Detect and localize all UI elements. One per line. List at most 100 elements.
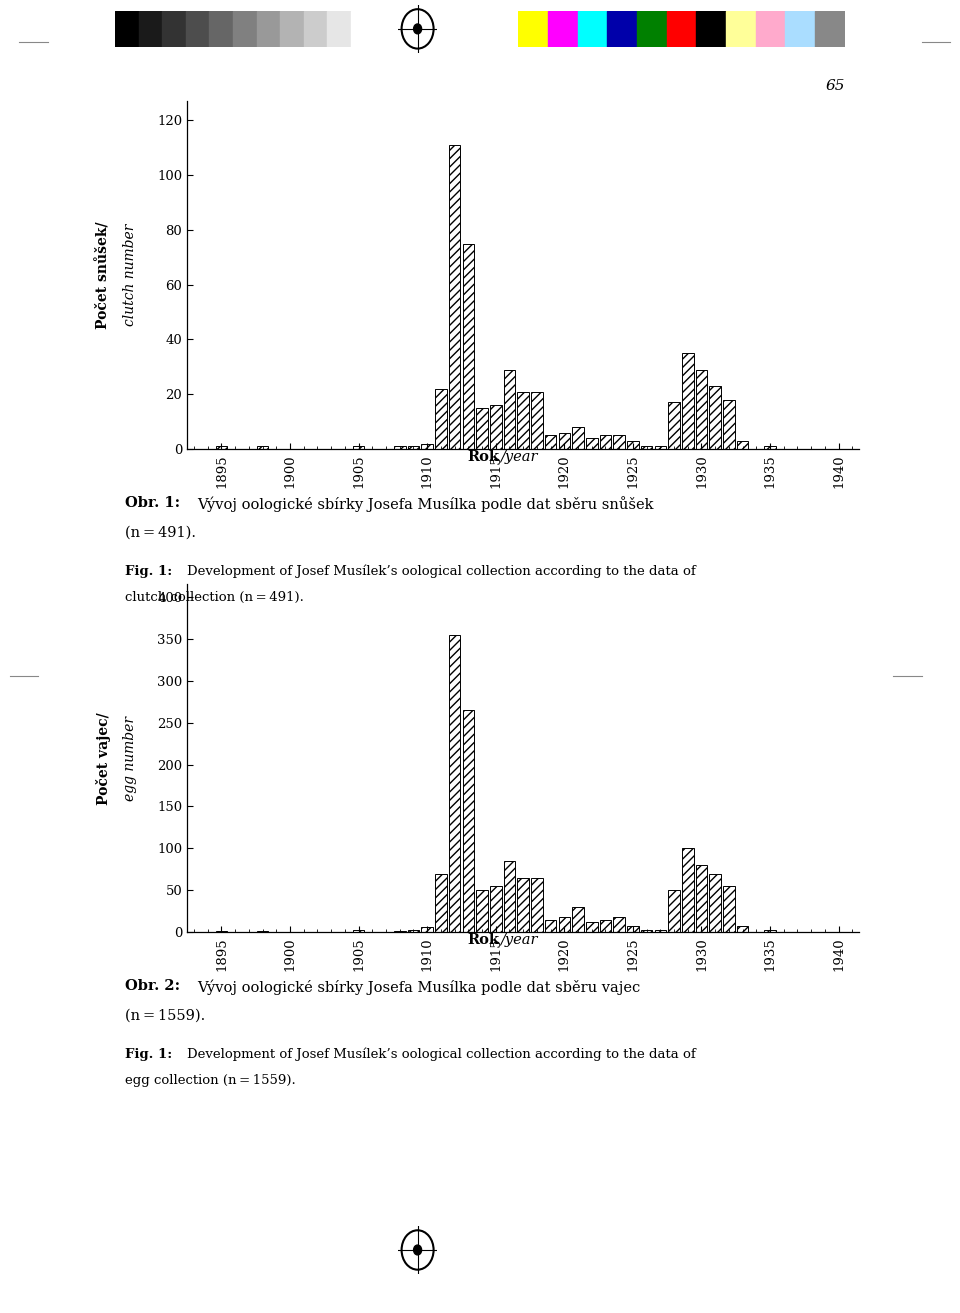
Bar (600, 919, 612, 932)
Bar (449, 634, 461, 932)
Text: egg collection (n = 1559).: egg collection (n = 1559). (125, 1074, 296, 1087)
Bar (655, 446, 666, 449)
Bar (723, 886, 734, 932)
Bar (627, 441, 638, 449)
Bar (408, 930, 420, 932)
Bar (545, 919, 557, 932)
Bar (186, 11, 209, 47)
Bar (696, 11, 726, 47)
Bar (655, 930, 666, 932)
Bar (785, 11, 815, 47)
Bar (463, 710, 474, 932)
Bar (162, 11, 186, 47)
Bar (531, 391, 542, 449)
Bar (613, 436, 625, 449)
Text: 65: 65 (826, 79, 845, 93)
Bar (463, 244, 474, 449)
Bar (613, 918, 625, 932)
Bar (408, 446, 420, 449)
Bar (256, 11, 280, 47)
Bar (641, 930, 653, 932)
Text: Počet snůšek/: Počet snůšek/ (96, 222, 110, 328)
Text: /year: /year (500, 450, 538, 463)
Bar (517, 877, 529, 932)
Circle shape (414, 24, 421, 34)
Bar (517, 391, 529, 449)
Bar (531, 877, 542, 932)
Bar (421, 444, 433, 449)
Text: (n = 491).: (n = 491). (125, 525, 196, 540)
Bar (449, 144, 461, 449)
Bar (696, 369, 708, 449)
Text: Obr. 1:: Obr. 1: (125, 496, 180, 511)
Bar (350, 11, 374, 47)
Text: clutch collection (n = 491).: clutch collection (n = 491). (125, 591, 303, 604)
Bar (737, 926, 749, 932)
Bar (233, 11, 256, 47)
Bar (815, 11, 845, 47)
Bar (209, 11, 233, 47)
Bar (394, 446, 406, 449)
Bar (608, 11, 637, 47)
Text: clutch number: clutch number (123, 225, 137, 326)
Bar (139, 11, 162, 47)
Bar (764, 446, 776, 449)
Bar (559, 432, 570, 449)
Text: Počet vajec/: Počet vajec/ (96, 712, 110, 805)
Bar (682, 353, 694, 449)
Bar (115, 11, 139, 47)
Bar (216, 446, 228, 449)
Bar (600, 436, 612, 449)
Bar (216, 931, 228, 932)
Bar (518, 11, 548, 47)
Bar (548, 11, 578, 47)
Bar (435, 873, 446, 932)
Bar (668, 403, 680, 449)
Bar (641, 446, 653, 449)
Bar (682, 848, 694, 932)
Bar (667, 11, 696, 47)
Bar (280, 11, 303, 47)
Bar (303, 11, 327, 47)
Bar (709, 873, 721, 932)
Text: Rok: Rok (468, 450, 499, 463)
Bar (545, 436, 557, 449)
Bar (490, 406, 502, 449)
Bar (668, 890, 680, 932)
Text: Vývoj oologické sbírky Josefa Musílka podle dat sběru snůšek: Vývoj oologické sbírky Josefa Musílka po… (197, 496, 654, 512)
Bar (394, 931, 406, 932)
Text: Rok: Rok (468, 934, 499, 947)
Bar (572, 907, 584, 932)
Bar (504, 369, 516, 449)
Circle shape (414, 1245, 421, 1255)
Bar (627, 926, 638, 932)
Bar (353, 930, 365, 932)
Text: Fig. 1:: Fig. 1: (125, 1048, 172, 1061)
Bar (559, 918, 570, 932)
Bar (327, 11, 350, 47)
Bar (257, 446, 269, 449)
Bar (435, 389, 446, 449)
Bar (572, 427, 584, 449)
Bar (586, 922, 598, 932)
Bar (637, 11, 667, 47)
Bar (756, 11, 785, 47)
Bar (504, 861, 516, 932)
Bar (696, 865, 708, 932)
Bar (476, 890, 488, 932)
Bar (257, 931, 269, 932)
Bar (353, 446, 365, 449)
Text: egg number: egg number (123, 716, 137, 801)
Bar (726, 11, 756, 47)
Bar (578, 11, 608, 47)
Text: Vývoj oologické sbírky Josefa Musílka podle dat sběru vajec: Vývoj oologické sbírky Josefa Musílka po… (197, 979, 640, 995)
Bar (490, 886, 502, 932)
Text: Development of Josef Musílek’s oological collection according to the data of: Development of Josef Musílek’s oological… (187, 1048, 696, 1061)
Text: /year: /year (500, 934, 538, 947)
Bar (586, 439, 598, 449)
Text: (n = 1559).: (n = 1559). (125, 1008, 205, 1023)
Text: Development of Josef Musílek’s oological collection according to the data of: Development of Josef Musílek’s oological… (187, 565, 696, 578)
Bar (764, 930, 776, 932)
Bar (709, 386, 721, 449)
Bar (421, 927, 433, 932)
